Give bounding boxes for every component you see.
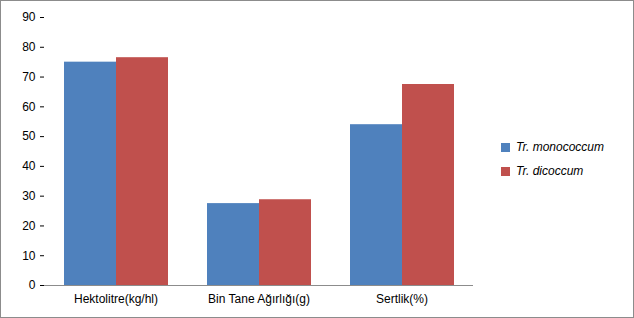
svg-text:0: 0 [29,278,36,292]
svg-text:80: 80 [22,40,36,54]
svg-text:70: 70 [22,70,36,84]
html-text:Tr. dicoccum: Tr. dicoccum [516,164,584,178]
svg-text:60: 60 [22,100,36,114]
html-text:Tr. monococcum: Tr. monococcum [516,140,604,154]
svg-text:40: 40 [22,159,36,173]
svg-text:20: 20 [22,219,36,233]
svg-text:30: 30 [22,189,36,203]
svg-text:10: 10 [22,249,36,263]
svg-text:Hektolitre(kg/hl): Hektolitre(kg/hl) [74,292,158,306]
svg-text:Sertlik(%): Sertlik(%) [376,292,428,306]
svg-text:50: 50 [22,129,36,143]
svg-text:90: 90 [22,10,36,24]
svg-text:Bin Tane Ağırlığı(g): Bin Tane Ağırlığı(g) [208,292,310,306]
